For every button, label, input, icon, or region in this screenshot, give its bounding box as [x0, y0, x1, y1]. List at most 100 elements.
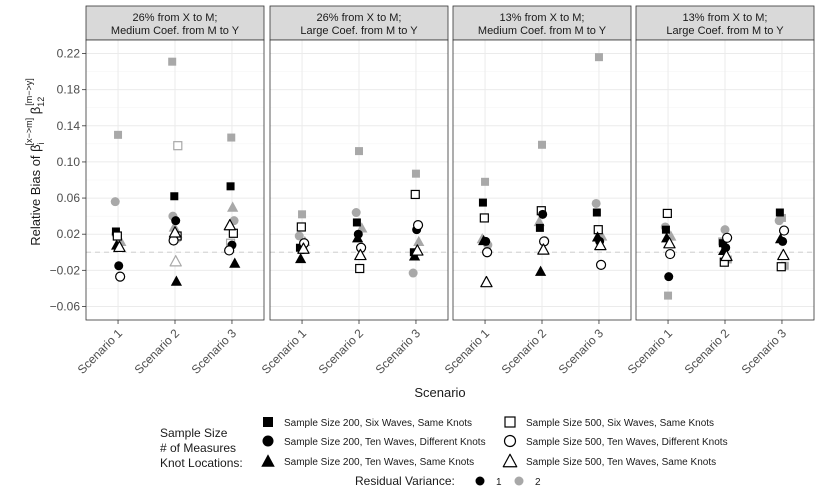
data-point — [295, 252, 307, 264]
data-point — [595, 259, 607, 271]
data-point — [533, 215, 545, 227]
data-point — [115, 271, 126, 282]
y-tick-label: 0.18 — [57, 83, 81, 97]
data-point — [227, 201, 239, 212]
facet-title-line2: Large Coef. from M to Y — [666, 25, 784, 37]
legend-key-triangle — [261, 454, 275, 467]
data-point — [777, 248, 790, 261]
data-point — [537, 243, 550, 255]
data-point — [224, 245, 235, 256]
panel: 13% from X to M;Large Coef. from M to Y S… — [625, 5, 815, 377]
data-point — [355, 147, 363, 156]
data-point — [481, 177, 490, 186]
data-point — [227, 133, 236, 142]
x-tick-label: Scenario 2 — [132, 326, 183, 377]
data-point — [538, 140, 546, 149]
facet-strip — [269, 5, 449, 41]
legend-title-line: # of Measures — [160, 441, 236, 455]
y-title-beta2: β — [28, 107, 43, 114]
facet-title-line1: 13% from X to M; — [500, 12, 585, 24]
data-point — [411, 244, 424, 256]
data-point — [718, 239, 727, 248]
y-tick-label: −0.06 — [50, 299, 81, 313]
data-point — [169, 255, 182, 267]
residual-variance-label: 2 — [535, 477, 541, 488]
x-tick-label: Scenario 3 — [556, 326, 607, 377]
x-tick-label: Scenario 1 — [75, 326, 126, 377]
data-point — [168, 57, 177, 66]
x-axis-title: Scenario — [414, 385, 465, 400]
data-point — [662, 208, 672, 219]
data-point — [774, 216, 784, 226]
data-point — [408, 268, 418, 278]
data-point — [478, 234, 490, 246]
panel: 26% from X to M;Medium Coef. from M to Y… — [75, 5, 265, 377]
data-point — [775, 208, 784, 217]
data-point — [663, 237, 676, 249]
data-point — [229, 257, 241, 268]
residual-variance-title: Residual Variance: — [355, 474, 455, 488]
y-tick-label: 0.02 — [57, 227, 81, 241]
y-tick-label: 0.22 — [57, 47, 81, 61]
residual-variance-key — [514, 476, 524, 486]
data-point — [170, 275, 182, 286]
legend-key-square — [263, 417, 273, 427]
data-point — [110, 197, 120, 207]
residual-variance-label: 1 — [496, 477, 502, 488]
legend-label: Sample Size 200, Six Waves, Same Knots — [284, 418, 472, 429]
facet-title-line1: 26% from X to M; — [317, 12, 402, 24]
data-point — [355, 263, 365, 274]
data-point — [170, 192, 179, 201]
data-point — [776, 262, 786, 272]
data-point — [661, 225, 670, 234]
legend-title-line: Knot Locations: — [160, 456, 243, 470]
y-title-sup1: [x−>m] — [24, 118, 34, 146]
y-tick-label: 0.06 — [57, 191, 81, 205]
data-point — [720, 249, 733, 262]
legend-key-circle — [262, 435, 274, 447]
facet-title-line2: Medium Coef. from M to Y — [478, 25, 607, 37]
y-title-sup2: [m−>y] — [24, 78, 34, 106]
x-tick-label: Scenario 3 — [739, 326, 790, 377]
data-point — [113, 240, 126, 253]
data-point — [352, 232, 364, 243]
y-axis: −0.06 −0.02 0.02 0.06 0.10 0.14 0.18 0.22 — [50, 47, 86, 313]
data-point — [294, 231, 304, 241]
data-point — [226, 182, 235, 191]
facet-title-line1: 13% from X to M; — [683, 12, 768, 24]
data-point — [665, 248, 676, 260]
y-tick-label: 0.10 — [57, 155, 81, 169]
data-point — [297, 242, 310, 254]
data-point — [535, 223, 544, 232]
data-point — [482, 247, 493, 258]
residual-variance-key — [475, 476, 485, 486]
data-point — [298, 210, 307, 219]
legend-label: Sample Size 200, Ten Waves, Different Kn… — [284, 437, 486, 448]
data-point — [774, 233, 787, 244]
data-point — [594, 238, 607, 251]
facet-strip — [85, 5, 265, 41]
x-tick-label: Scenario 2 — [682, 326, 733, 377]
data-point — [538, 209, 548, 219]
data-point — [114, 261, 124, 271]
data-point — [296, 222, 306, 232]
data-point — [173, 141, 183, 151]
y-title-beta1: β — [28, 144, 43, 151]
data-point — [413, 235, 425, 247]
data-point — [720, 225, 730, 235]
x-tick-label: Scenario 3 — [373, 326, 424, 377]
data-point — [593, 225, 603, 235]
data-point — [664, 272, 674, 282]
y-tick-label: 0.14 — [57, 119, 81, 133]
legend-key-triangle — [502, 453, 518, 468]
data-point — [411, 169, 420, 178]
data-point — [352, 218, 361, 227]
x-tick-label: Scenario 1 — [442, 326, 493, 377]
data-point — [168, 226, 182, 238]
x-tick-label: Scenario 2 — [316, 326, 367, 377]
facet-strip — [452, 5, 632, 41]
data-point — [410, 189, 420, 200]
data-point — [664, 291, 673, 300]
